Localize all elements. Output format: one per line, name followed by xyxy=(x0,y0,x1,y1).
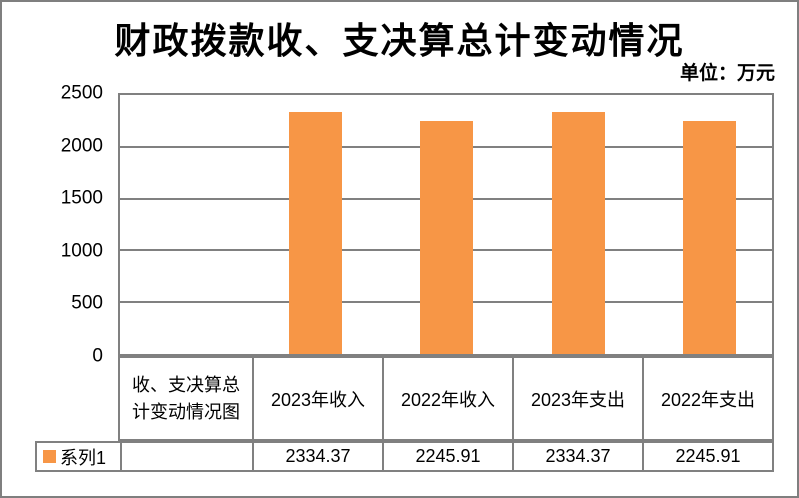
table-column-header: 2023年收入 xyxy=(252,358,382,439)
empty-cell xyxy=(120,443,252,470)
unit-label: 单位：万元 xyxy=(679,63,775,84)
table-column-header: 2023年支出 xyxy=(512,358,642,439)
y-axis-tick-label: 1500 xyxy=(60,187,103,209)
table-column-header: 2022年收入 xyxy=(382,358,512,439)
table-value-cell: 2334.37 xyxy=(512,443,642,470)
legend-color-swatch xyxy=(43,450,56,463)
legend-cell: 系列1 xyxy=(37,443,120,470)
table-header-row: 收、支决算总计变动情况图 2023年收入 2022年收入 2023年支出 2022年支… xyxy=(118,356,774,441)
table-value-cell: 2245.91 xyxy=(382,443,512,470)
y-axis-tick-label: 0 xyxy=(92,345,103,367)
table-column-header: 2022年支出 xyxy=(642,358,772,439)
y-axis-tick-label: 500 xyxy=(71,292,103,314)
table-corner-header: 收、支决算总计变动情况图 xyxy=(132,374,240,422)
y-axis-tick-label: 1000 xyxy=(60,240,103,262)
table-data-row: 系列1 2334.37 2245.91 2334.37 2245.91 xyxy=(35,441,774,472)
y-axis-tick-label: 2000 xyxy=(60,135,103,157)
legend-series-label: 系列1 xyxy=(60,447,107,468)
chart-title: 财政拨款收、支决算总计变动情况 xyxy=(114,21,685,61)
plot-area xyxy=(118,93,774,356)
y-axis: 2500 2000 1500 1000 500 0 xyxy=(0,84,103,366)
y-axis-tick-label: 2500 xyxy=(60,82,103,104)
bar-4 xyxy=(682,121,736,354)
bar-3 xyxy=(551,112,605,354)
bar-2 xyxy=(420,121,473,354)
table-value-cell: 2334.37 xyxy=(252,443,382,470)
bar-1 xyxy=(289,112,342,354)
table-value-cell: 2245.91 xyxy=(642,443,772,470)
